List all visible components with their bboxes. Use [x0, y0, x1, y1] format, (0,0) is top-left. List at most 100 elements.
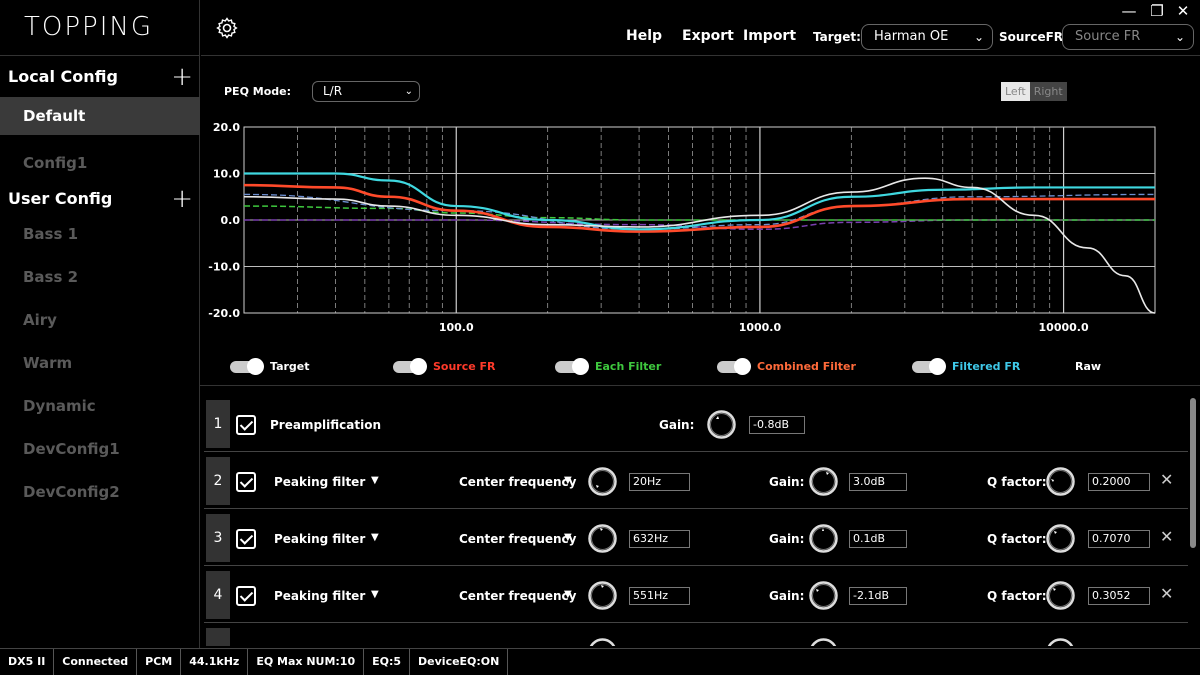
- center-frequency-label[interactable]: Center frequency: [459, 589, 577, 603]
- frequency-knob[interactable]: [587, 466, 618, 497]
- gain-label: Gain:: [769, 532, 805, 546]
- gain-label: Gain:: [769, 589, 805, 603]
- legend-source-fr[interactable]: Source FR: [393, 357, 496, 375]
- filter-type-select[interactable]: Peaking filter: [274, 475, 366, 489]
- caret-down-icon[interactable]: ▼: [564, 532, 572, 543]
- toggle-switch[interactable]: [912, 357, 946, 375]
- preamp-gain-knob[interactable]: [706, 409, 737, 440]
- help-menu[interactable]: Help: [626, 28, 663, 44]
- frequency-knob[interactable]: [587, 580, 618, 611]
- legend-target[interactable]: Target: [230, 357, 310, 375]
- preamp-row: 1 Preamplification Gain: -0.8dB: [204, 396, 1188, 452]
- legend-raw[interactable]: Raw: [1075, 360, 1101, 373]
- row-index: 1: [206, 400, 230, 448]
- config-item-config1[interactable]: Config1: [23, 154, 88, 172]
- config-item-default[interactable]: Default: [0, 97, 200, 135]
- legend-filtered-fr[interactable]: Filtered FR: [912, 357, 1021, 375]
- peq-mode-label: PEQ Mode:: [224, 85, 291, 98]
- caret-down-icon[interactable]: ▼: [371, 589, 379, 600]
- center-frequency-label[interactable]: Center frequency: [459, 475, 577, 489]
- sourcefr-select[interactable]: Source FR ⌄: [1062, 24, 1194, 50]
- status-eq-count: EQ:5: [364, 649, 411, 675]
- series-line-each-filter: [243, 205, 1155, 221]
- q-factor-label: Q factor:: [987, 589, 1047, 603]
- y-tick-label: 20.0: [213, 121, 240, 134]
- filter-type-select[interactable]: Peaking filter: [274, 589, 366, 603]
- config-item-devconfig1[interactable]: DevConfig1: [23, 440, 120, 458]
- legend-each-filter[interactable]: Each Filter: [555, 357, 661, 375]
- config-item-dynamic[interactable]: Dynamic: [23, 397, 96, 415]
- frequency-input[interactable]: 20Hz: [629, 473, 690, 491]
- add-local-config-button[interactable]: +: [171, 62, 193, 92]
- gear-icon[interactable]: [215, 16, 239, 40]
- add-user-config-button[interactable]: +: [171, 184, 193, 214]
- minimize-button[interactable]: —: [1121, 2, 1137, 20]
- gain-knob[interactable]: [808, 466, 839, 497]
- q-factor-input[interactable]: 0.3052: [1088, 587, 1150, 605]
- caret-down-icon[interactable]: ▼: [371, 532, 379, 543]
- gain-input[interactable]: -2.1dB: [849, 587, 907, 605]
- caret-down-icon[interactable]: ▼: [371, 475, 379, 486]
- left-channel-button[interactable]: Left: [1001, 82, 1030, 101]
- sourcefr-select-placeholder: Source FR: [1075, 29, 1141, 44]
- toggle-switch[interactable]: [717, 357, 751, 375]
- q-factor-knob[interactable]: [1045, 466, 1076, 497]
- legend-filtered-fr-label: Filtered FR: [952, 360, 1021, 373]
- config-item-devconfig2[interactable]: DevConfig2: [23, 483, 120, 501]
- filter-list: 1 Preamplification Gain: -0.8dB 2 Peakin…: [204, 396, 1188, 646]
- x-tick-label: 1000.0: [739, 321, 782, 334]
- delete-filter-button[interactable]: ✕: [1160, 584, 1174, 603]
- series-line-filtered-fr: [244, 172, 1155, 231]
- filter-type-select[interactable]: Peaking filter: [274, 532, 366, 546]
- config-item-airy[interactable]: Airy: [23, 311, 57, 329]
- filter-list-scrollbar[interactable]: [1190, 398, 1196, 548]
- q-factor-input[interactable]: 0.2000: [1088, 473, 1150, 491]
- frequency-input[interactable]: 551Hz: [629, 587, 690, 605]
- legend-target-label: Target: [270, 360, 310, 373]
- gain-knob[interactable]: [808, 580, 839, 611]
- peq-mode-select[interactable]: L/R ⌄: [312, 81, 420, 102]
- import-menu[interactable]: Import: [743, 28, 797, 44]
- legend-combined-filter[interactable]: Combined Filter: [717, 357, 856, 375]
- q-factor-knob[interactable]: [1045, 580, 1076, 611]
- close-button[interactable]: ✕: [1176, 2, 1190, 20]
- caret-down-icon[interactable]: ▼: [564, 589, 572, 600]
- filter-checkbox[interactable]: [236, 472, 256, 492]
- gain-input[interactable]: 0.1dB: [849, 530, 907, 548]
- chevron-down-icon: ⌄: [404, 86, 413, 97]
- filter-checkbox[interactable]: [236, 529, 256, 549]
- sourcefr-label: SourceFR:: [999, 30, 1068, 44]
- gain-input[interactable]: 3.0dB: [849, 473, 907, 491]
- q-factor-knob[interactable]: [1045, 523, 1076, 554]
- local-config-heading: Local Config: [8, 67, 118, 86]
- center-frequency-label[interactable]: Center frequency: [459, 532, 577, 546]
- caret-down-icon[interactable]: ▼: [564, 475, 572, 486]
- config-item-warm[interactable]: Warm: [23, 354, 73, 372]
- delete-filter-button[interactable]: ✕: [1160, 470, 1174, 489]
- gain-knob[interactable]: [808, 523, 839, 554]
- preamp-label: Preamplification: [270, 418, 382, 432]
- right-channel-button[interactable]: Right: [1029, 82, 1067, 101]
- gain-knob[interactable]: [808, 637, 839, 646]
- delete-filter-button[interactable]: ✕: [1160, 527, 1174, 546]
- toggle-switch[interactable]: [230, 357, 264, 375]
- filter-checkbox[interactable]: [236, 586, 256, 606]
- toggle-switch[interactable]: [393, 357, 427, 375]
- frequency-input[interactable]: 632Hz: [629, 530, 690, 548]
- export-menu[interactable]: Export: [682, 28, 734, 44]
- left-right-toggle[interactable]: Left Right: [1001, 82, 1067, 101]
- target-select[interactable]: Harman OE ⌄: [861, 24, 993, 50]
- status-device: DX5 II: [0, 649, 55, 675]
- toggle-switch[interactable]: [555, 357, 589, 375]
- frequency-knob[interactable]: [587, 523, 618, 554]
- frequency-knob[interactable]: [587, 637, 618, 646]
- preamp-checkbox[interactable]: [236, 415, 256, 435]
- q-factor-input[interactable]: 0.7070: [1088, 530, 1150, 548]
- q-factor-knob[interactable]: [1045, 637, 1076, 646]
- preamp-gain-input[interactable]: -0.8dB: [749, 416, 805, 434]
- status-eq-max: EQ Max NUM:10: [248, 649, 365, 675]
- preamp-gain-label: Gain:: [659, 418, 695, 432]
- config-item-bass-2[interactable]: Bass 2: [23, 268, 79, 286]
- restore-button[interactable]: ❐: [1150, 2, 1164, 20]
- config-item-bass-1[interactable]: Bass 1: [23, 225, 79, 243]
